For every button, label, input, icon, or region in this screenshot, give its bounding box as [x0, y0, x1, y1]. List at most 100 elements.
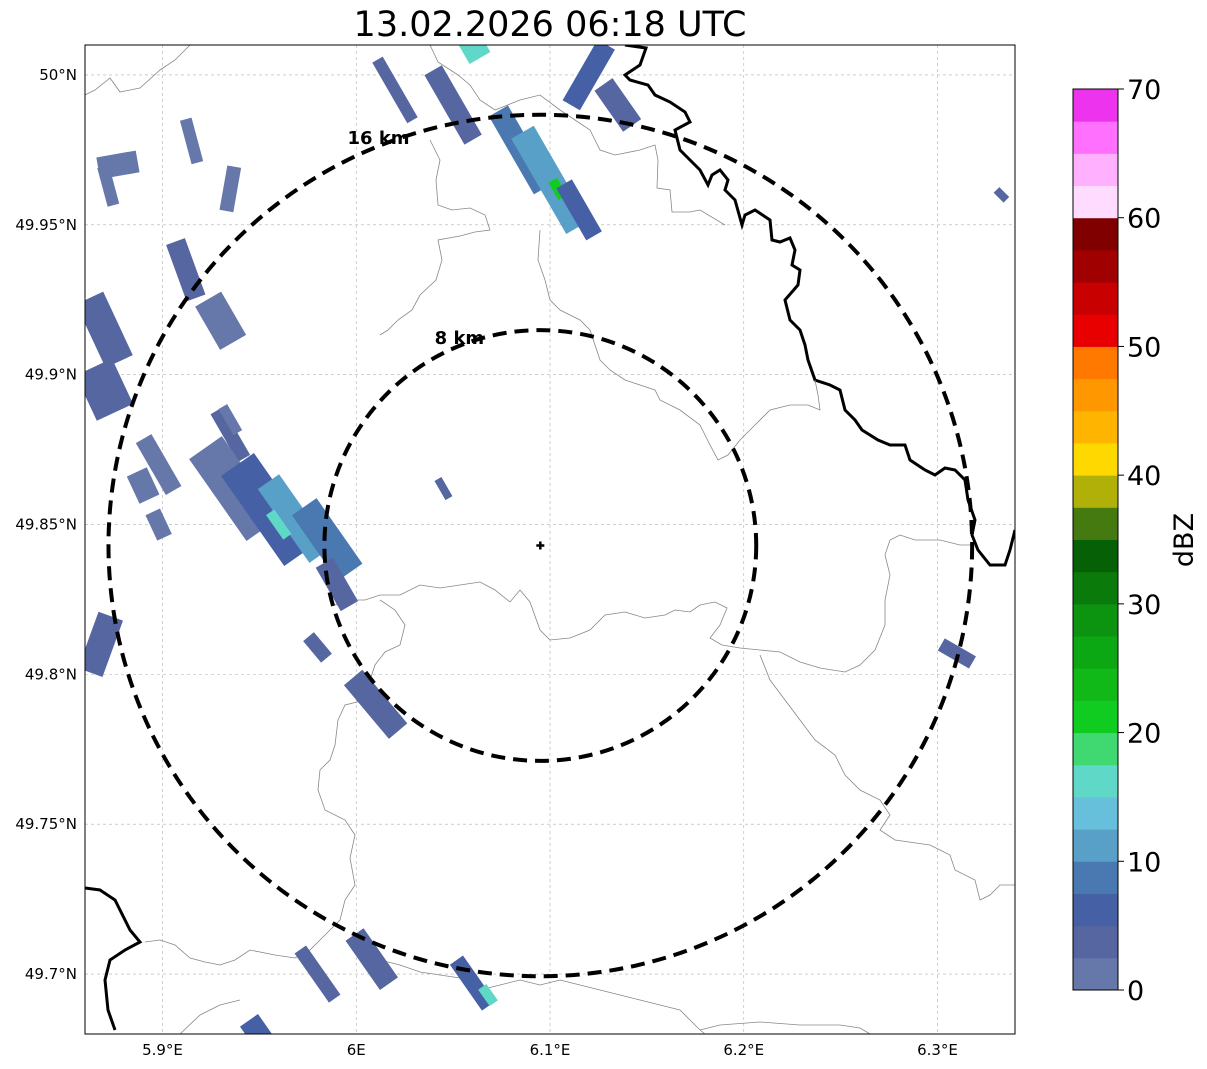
lat-tick-label: 49.95°N — [15, 216, 77, 234]
radar-echo — [937, 638, 976, 669]
border-lines — [85, 45, 1015, 1034]
lon-tick-label: 6.2°E — [723, 1041, 764, 1059]
range-ring-label: 8 km — [435, 328, 485, 349]
admin-border — [379, 139, 491, 336]
colorbar-segment — [1073, 571, 1118, 605]
radar-site-marker — [536, 541, 545, 550]
radar-echo — [345, 928, 398, 990]
colorbar-segment — [1073, 732, 1118, 766]
radar-echo — [239, 1014, 299, 1034]
colorbar-segment — [1073, 893, 1118, 927]
colorbar-segment — [1073, 957, 1118, 991]
colorbar-segment — [1073, 89, 1118, 122]
radar-echo — [372, 56, 418, 124]
radar-echo — [267, 1042, 291, 1069]
radar-echo — [218, 404, 243, 436]
colorbar-segment — [1073, 507, 1118, 540]
radar-echo — [291, 498, 363, 581]
radar-echo — [210, 407, 251, 462]
radar-echo — [594, 78, 642, 132]
range-ring — [322, 328, 759, 763]
colorbar-segment — [1073, 378, 1118, 412]
lon-tick-label: 6E — [347, 1041, 366, 1059]
gridlines — [85, 45, 1015, 1034]
colorbar-segment — [1073, 603, 1118, 637]
admin-border — [379, 959, 706, 1034]
colorbar-segment — [1073, 475, 1118, 508]
radar-echo — [424, 65, 482, 145]
colorbar-segment — [1073, 668, 1118, 701]
lat-tick-label: 49.75°N — [15, 815, 77, 833]
admin-border — [334, 534, 972, 673]
lon-tick-label: 6.3°E — [917, 1041, 958, 1059]
lat-tick-label: 49.8°N — [25, 665, 77, 683]
radar-echoes — [85, 45, 1010, 1069]
radar-echo — [166, 238, 206, 302]
colorbar-segment — [1073, 700, 1118, 734]
range-ring — [106, 112, 975, 979]
lat-tick-label: 49.85°N — [15, 516, 77, 534]
radar-echo — [97, 164, 120, 207]
colorbar-segment — [1073, 153, 1118, 187]
radar-echo — [478, 983, 498, 1007]
country-border-sw — [85, 886, 143, 1031]
colorbar-tick-label: 40 — [1127, 461, 1161, 492]
radar-echo — [454, 45, 491, 64]
radar-echo — [145, 508, 172, 541]
radar-echo — [126, 467, 160, 504]
map-frame — [84, 44, 1016, 1035]
radar-echo — [85, 358, 134, 421]
lat-tick-label: 49.7°N — [25, 965, 77, 983]
radar-echo — [562, 45, 615, 111]
colorbar-segment — [1073, 442, 1118, 476]
radar-echo — [266, 509, 292, 540]
colorbar-tick-label: 0 — [1127, 976, 1144, 1007]
range-rings: 8 km 16 km — [106, 112, 975, 979]
colorbar: 0 10 20 30 40 50 60 70 dBZ — [1072, 75, 1200, 1007]
lon-tick-label: 5.9°E — [142, 1041, 183, 1059]
radar-echo — [195, 291, 247, 350]
colorbar-title: dBZ — [1169, 513, 1200, 567]
admin-border — [429, 45, 726, 226]
radar-echo — [434, 477, 453, 501]
radar-echo — [993, 187, 1010, 203]
lon-tick-label: 6.1°E — [530, 1041, 571, 1059]
colorbar-tick-label: 30 — [1127, 590, 1161, 621]
colorbar-segment — [1073, 925, 1118, 959]
colorbar-segment — [1073, 185, 1118, 219]
colorbar-segment — [1073, 121, 1118, 154]
colorbar-segment — [1073, 249, 1118, 283]
latitude-ticks: 49.7°N 49.75°N 49.8°N 49.85°N 49.9°N 49.95°N 5… — [15, 66, 77, 983]
colorbar-tick-label: 10 — [1127, 847, 1161, 878]
admin-border — [699, 1021, 871, 1034]
colorbar-segment — [1073, 636, 1118, 669]
colorbar-tick-label: 20 — [1127, 719, 1161, 750]
colorbar-segment — [1073, 861, 1118, 894]
colorbar-segment — [1073, 410, 1118, 444]
longitude-ticks: 5.9°E 6E 6.1°E 6.2°E 6.3°E — [142, 1041, 958, 1059]
radar-echo — [85, 611, 123, 678]
country-border — [622, 45, 1015, 567]
radar-echo — [556, 179, 602, 241]
radar-echo — [343, 669, 408, 739]
range-ring-label: 16 km — [348, 128, 410, 149]
admin-border — [759, 654, 1015, 901]
lat-tick-label: 49.9°N — [25, 366, 77, 384]
radar-echo — [294, 945, 341, 1003]
radar-echo — [219, 165, 242, 213]
admin-border — [144, 599, 406, 966]
map-title: 13.02.2026 06:18 UTC — [353, 5, 747, 45]
colorbar-segment — [1073, 796, 1118, 830]
radar-echo — [135, 434, 182, 496]
lat-tick-label: 50°N — [39, 66, 77, 84]
colorbar-tick-label: 70 — [1127, 75, 1161, 106]
radar-echo — [85, 291, 133, 368]
colorbar-frame — [1072, 88, 1119, 991]
admin-border — [179, 999, 241, 1034]
colorbar-tick-label: 60 — [1127, 204, 1161, 235]
admin-border — [85, 45, 191, 96]
colorbar-segment — [1073, 217, 1118, 251]
colorbar-segment — [1073, 314, 1118, 347]
admin-border — [537, 229, 821, 461]
